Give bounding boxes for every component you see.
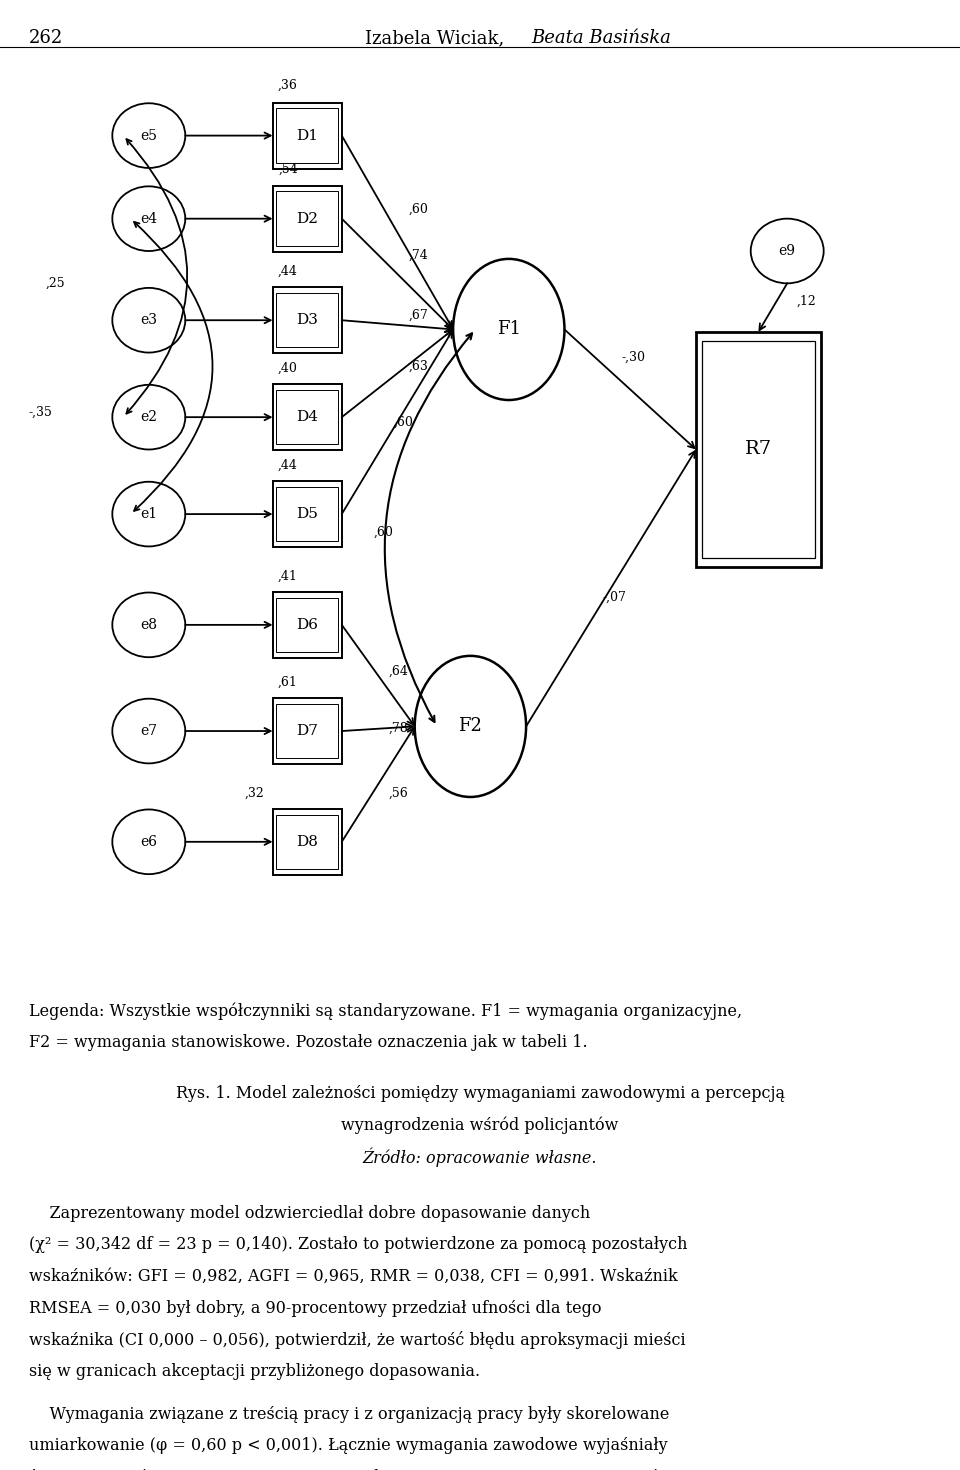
Text: -,30: -,30 bbox=[622, 351, 645, 363]
Text: (χ² = 30,342 df = 23 p = 0,140). Zostało to potwierdzone za pomocą pozostałych: (χ² = 30,342 df = 23 p = 0,140). Zostało… bbox=[29, 1236, 687, 1254]
Text: ,64: ,64 bbox=[389, 664, 408, 678]
Bar bbox=[276, 293, 338, 347]
Text: e5: e5 bbox=[140, 128, 157, 143]
Text: ,56: ,56 bbox=[389, 786, 408, 800]
FancyArrowPatch shape bbox=[134, 222, 212, 512]
Bar bbox=[696, 332, 821, 567]
Text: Wymagania związane z treścią pracy i z organizacją pracy były skorelowane: Wymagania związane z treścią pracy i z o… bbox=[29, 1405, 669, 1423]
Bar bbox=[276, 191, 338, 245]
Text: ,54: ,54 bbox=[278, 163, 298, 176]
Text: ,60: ,60 bbox=[374, 526, 394, 539]
Text: R7: R7 bbox=[745, 441, 772, 459]
Text: Beata Basińska: Beata Basińska bbox=[531, 29, 671, 47]
Text: D3: D3 bbox=[297, 313, 318, 328]
Text: wskaźnika (CI 0,000 – 0,056), potwierdził, że wartość błędu aproksymacji mieści: wskaźnika (CI 0,000 – 0,056), potwierdzi… bbox=[29, 1332, 685, 1349]
Bar bbox=[276, 487, 338, 541]
Bar bbox=[273, 185, 342, 251]
Text: e6: e6 bbox=[140, 835, 157, 848]
Bar bbox=[273, 287, 342, 353]
Text: D7: D7 bbox=[297, 725, 318, 738]
Text: e8: e8 bbox=[140, 617, 157, 632]
Text: D5: D5 bbox=[297, 507, 318, 520]
Text: wskaźników: GFI = 0,982, AGFI = 0,965, RMR = 0,038, CFI = 0,991. Wskaźnik: wskaźników: GFI = 0,982, AGFI = 0,965, R… bbox=[29, 1269, 678, 1285]
Text: e9: e9 bbox=[779, 244, 796, 259]
Text: ,32: ,32 bbox=[245, 786, 264, 800]
Text: umiarkowanie (φ = 0,60 p < 0,001). Łącznie wymagania zawodowe wyjaśniały: umiarkowanie (φ = 0,60 p < 0,001). Łączn… bbox=[29, 1438, 667, 1454]
Bar bbox=[276, 109, 338, 163]
Text: -,35: -,35 bbox=[29, 406, 52, 419]
Text: ,61: ,61 bbox=[278, 676, 298, 688]
Text: F2: F2 bbox=[459, 717, 482, 735]
Bar bbox=[276, 598, 338, 653]
Text: ,12: ,12 bbox=[797, 295, 816, 309]
Text: ,63: ,63 bbox=[409, 360, 428, 373]
Bar bbox=[276, 390, 338, 444]
Bar bbox=[273, 809, 342, 875]
Text: Zaprezentowany model odzwierciedlał dobre dopasowanie danych: Zaprezentowany model odzwierciedlał dobr… bbox=[29, 1205, 590, 1222]
Text: D4: D4 bbox=[297, 410, 318, 425]
Text: F1: F1 bbox=[497, 320, 520, 338]
Text: ,74: ,74 bbox=[409, 248, 428, 262]
FancyArrowPatch shape bbox=[385, 334, 472, 722]
Bar bbox=[273, 481, 342, 547]
Text: F2 = wymagania stanowiskowe. Pozostałe oznaczenia jak w tabeli 1.: F2 = wymagania stanowiskowe. Pozostałe o… bbox=[29, 1035, 588, 1051]
Text: ,36: ,36 bbox=[278, 78, 298, 91]
Bar bbox=[273, 592, 342, 659]
Text: Rys. 1. Model zależności pomiędzy wymaganiami zawodowymi a percepcją: Rys. 1. Model zależności pomiędzy wymaga… bbox=[176, 1085, 784, 1101]
Bar bbox=[702, 341, 815, 559]
Text: e4: e4 bbox=[140, 212, 157, 226]
Bar bbox=[276, 814, 338, 869]
Text: się w granicach akceptacji przybliżonego dopasowania.: się w granicach akceptacji przybliżonego… bbox=[29, 1363, 480, 1380]
Text: e7: e7 bbox=[140, 725, 157, 738]
Text: ,41: ,41 bbox=[278, 569, 298, 582]
Text: ,60: ,60 bbox=[394, 415, 413, 428]
Text: ,40: ,40 bbox=[278, 362, 298, 375]
Text: Źródło: opracowanie własne.: Źródło: opracowanie własne. bbox=[363, 1148, 597, 1167]
Text: ,25: ,25 bbox=[46, 276, 65, 290]
Text: 262: 262 bbox=[29, 29, 63, 47]
Text: e3: e3 bbox=[140, 313, 157, 328]
Text: Izabela Wiciak,: Izabela Wiciak, bbox=[365, 29, 510, 47]
Text: wynagrodzenia wśród policjantów: wynagrodzenia wśród policjantów bbox=[342, 1116, 618, 1133]
Text: ,44: ,44 bbox=[278, 265, 298, 278]
Text: ,67: ,67 bbox=[409, 309, 428, 322]
Text: ,44: ,44 bbox=[278, 459, 298, 472]
Text: D2: D2 bbox=[297, 212, 318, 226]
Text: D1: D1 bbox=[297, 128, 318, 143]
FancyArrowPatch shape bbox=[127, 140, 187, 413]
Bar bbox=[273, 698, 342, 764]
Text: Legenda: Wszystkie współczynniki są standaryzowane. F1 = wymagania organizacyjne: Legenda: Wszystkie współczynniki są stan… bbox=[29, 1003, 742, 1020]
Text: ,78: ,78 bbox=[389, 722, 408, 735]
Text: D6: D6 bbox=[297, 617, 318, 632]
Bar bbox=[276, 704, 338, 759]
Text: RMSEA = 0,030 był dobry, a 90-procentowy przedział ufności dla tego: RMSEA = 0,030 był dobry, a 90-procentowy… bbox=[29, 1299, 601, 1317]
Bar bbox=[273, 103, 342, 169]
Bar bbox=[273, 384, 342, 450]
Text: -,07: -,07 bbox=[603, 591, 626, 604]
Text: e2: e2 bbox=[140, 410, 157, 425]
Text: e1: e1 bbox=[140, 507, 157, 520]
Text: ,60: ,60 bbox=[409, 203, 428, 216]
Text: D8: D8 bbox=[297, 835, 318, 848]
